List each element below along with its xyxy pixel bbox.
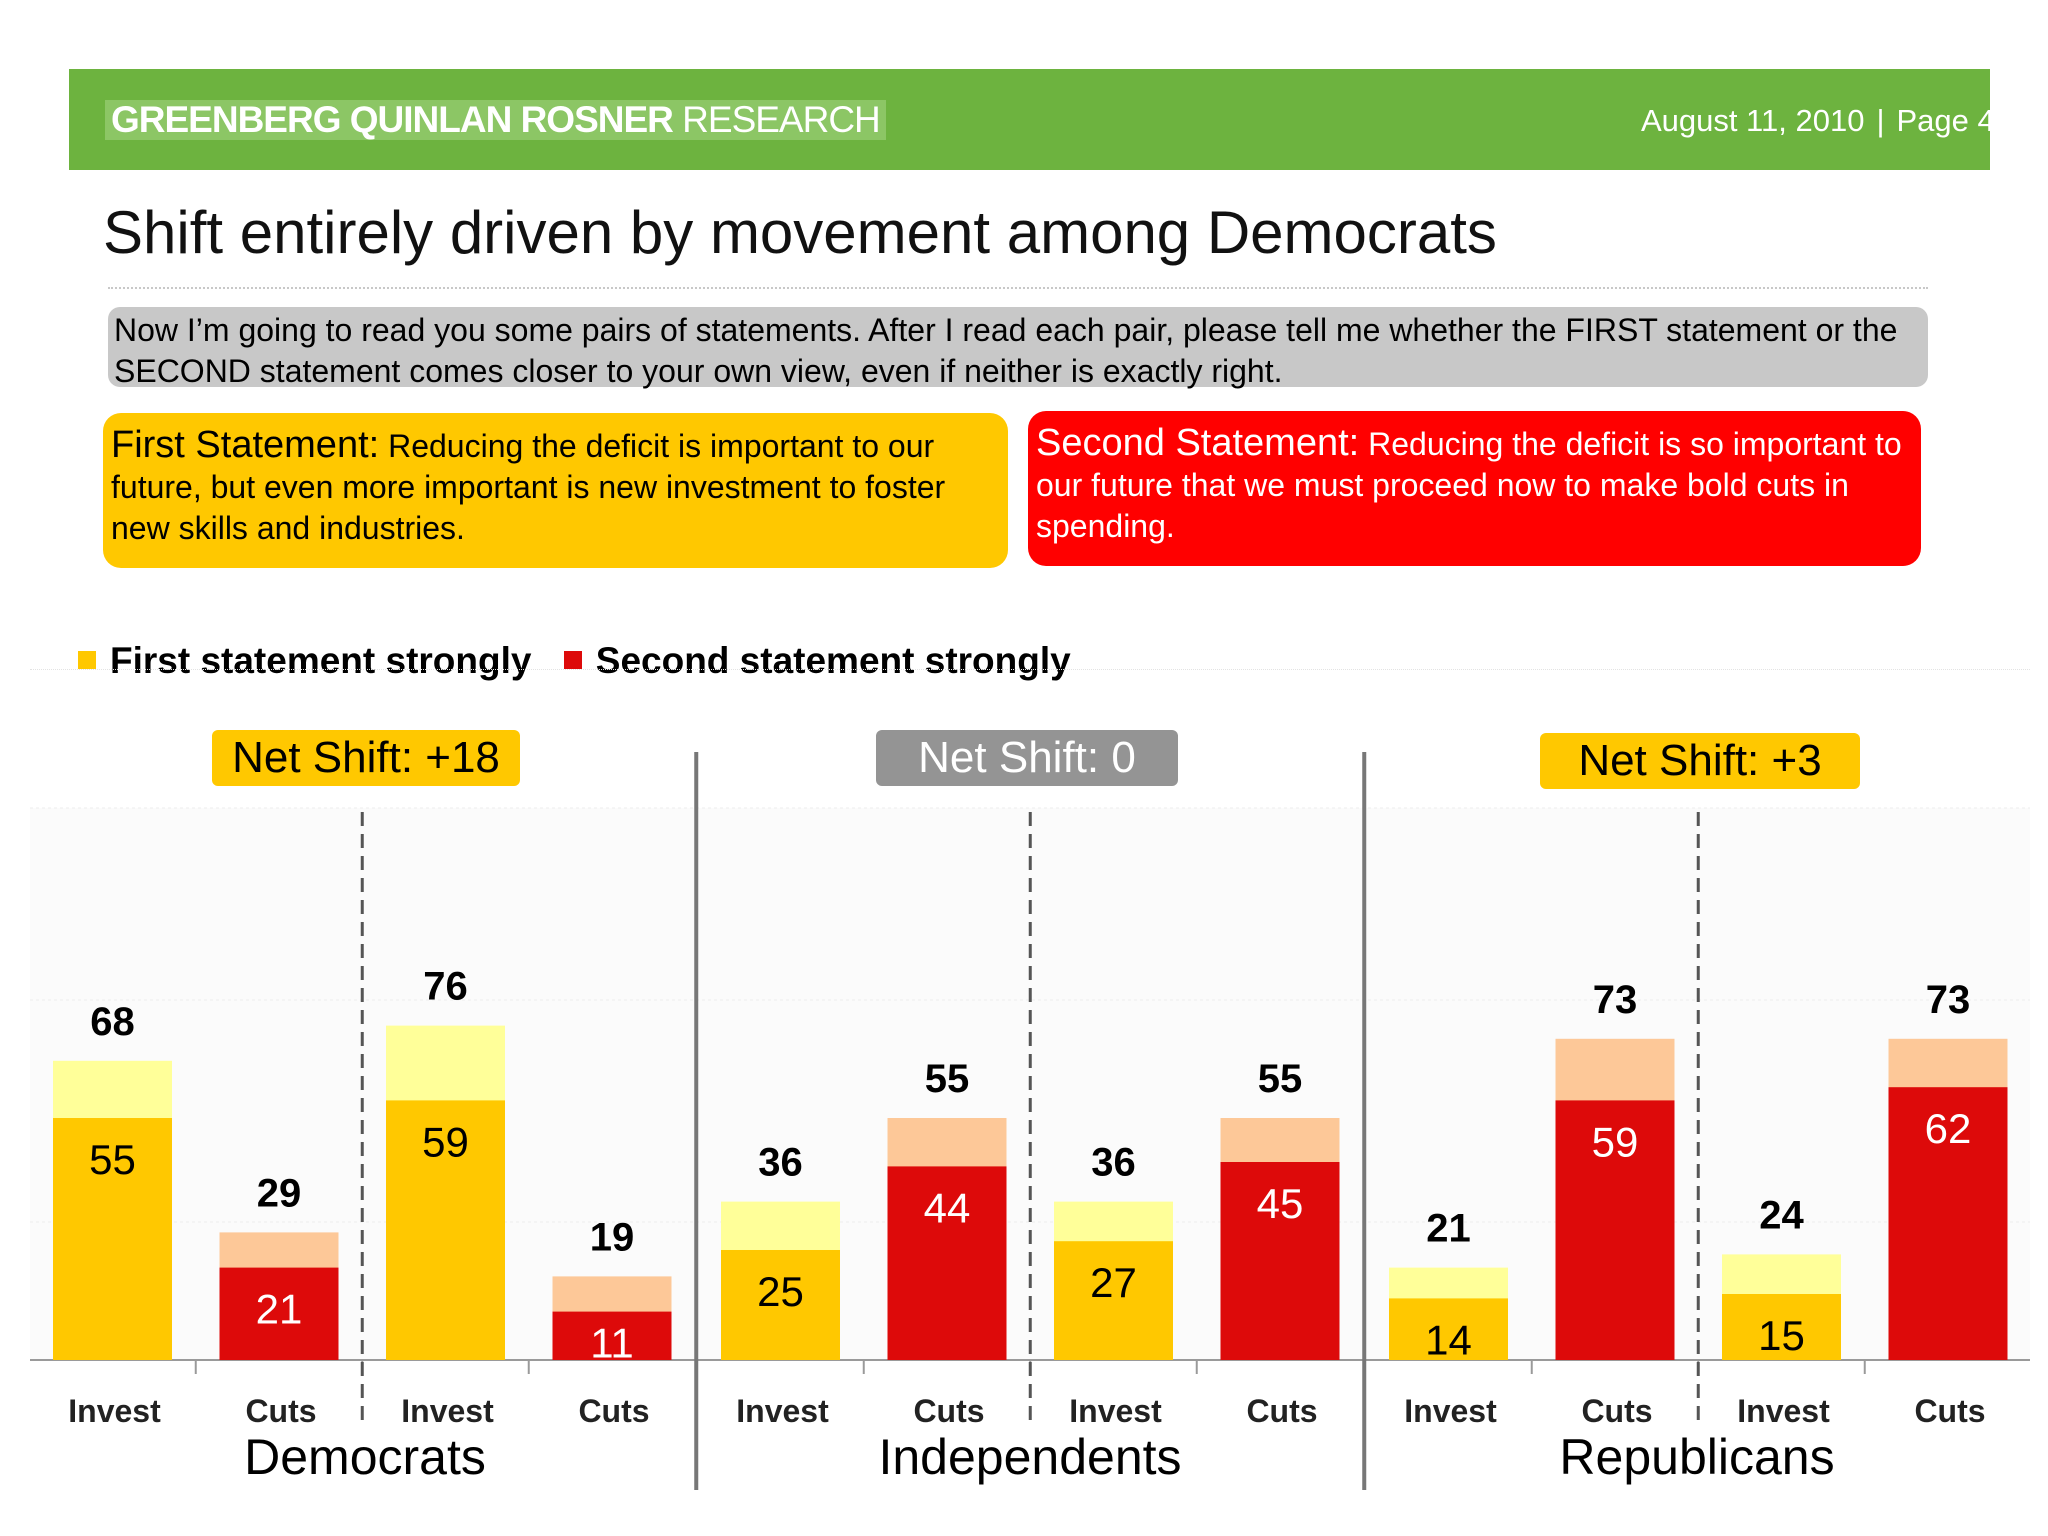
category-tick-label: Cuts: [1246, 1393, 1317, 1429]
legend-item-second: Second statement strongly: [563, 640, 1071, 681]
category-tick-label: Invest: [1069, 1393, 1162, 1429]
company-logo: GREENBERG QUINLAN ROSNER RESEARCH: [105, 100, 886, 140]
header-bar: GREENBERG QUINLAN ROSNER RESEARCH August…: [69, 69, 1990, 170]
total-value-label: 55: [1258, 1057, 1303, 1101]
question-instruction: Now I’m going to read you some pairs of …: [108, 307, 1928, 389]
header-page-number: Page 48: [1896, 103, 1991, 138]
category-tick-label: Cuts: [913, 1393, 984, 1429]
header-date: August 11, 2010: [1640, 103, 1865, 138]
second-statement-text: Reducing the deficit is so important to …: [1036, 426, 1902, 544]
strong-value-label: 59: [1592, 1118, 1639, 1165]
group-label-independents: Independents: [878, 1429, 1182, 1485]
net-shift-republicans: Net Shift: +3: [1540, 733, 1860, 789]
bar-strong-independents-1: [721, 1250, 840, 1360]
strong-value-label: 44: [924, 1184, 971, 1231]
header-separator: |: [1876, 103, 1885, 138]
legend-label-first: First statement strongly: [110, 640, 532, 681]
total-value-label: 68: [90, 1000, 135, 1044]
strong-value-label: 14: [1425, 1316, 1472, 1363]
total-value-label: 21: [1426, 1207, 1471, 1251]
category-tick-label: Invest: [1737, 1393, 1830, 1429]
category-tick-label: Cuts: [1914, 1393, 1985, 1429]
legend-swatch-second: [563, 651, 582, 670]
strong-value-label: 59: [422, 1118, 469, 1165]
total-value-label: 76: [423, 965, 468, 1009]
strong-value-label: 62: [1925, 1105, 1972, 1152]
bar-strong-republicans-3: [1722, 1294, 1841, 1360]
category-tick-label: Cuts: [1581, 1393, 1652, 1429]
legend-swatch-first: [78, 651, 96, 670]
bar-strong-republicans-4: [1888, 1087, 2008, 1360]
group-label-democrats: Democrats: [244, 1429, 486, 1485]
bar-strong-independents-3: [1054, 1241, 1173, 1360]
first-statement-text: Reducing the deficit is important to our…: [111, 428, 946, 546]
strong-value-label: 21: [256, 1286, 303, 1333]
total-value-label: 29: [257, 1171, 302, 1215]
bar-strong-independents-4: [1220, 1162, 1340, 1360]
net-shift-independents: Net Shift: 0: [876, 730, 1178, 786]
logo-light-text: RESEARCH: [682, 99, 881, 140]
bar-strong-republicans-1: [1389, 1298, 1508, 1360]
category-tick-label: Invest: [401, 1393, 494, 1429]
bar-strong-independents-2: [887, 1166, 1007, 1360]
strong-value-label: 27: [1090, 1259, 1137, 1306]
total-value-label: 73: [1926, 978, 1971, 1022]
category-tick-label: Invest: [1404, 1393, 1497, 1429]
logo-bold-text: GREENBERG QUINLAN ROSNER: [111, 99, 674, 140]
strong-value-label: 45: [1257, 1180, 1304, 1227]
strong-value-label: 25: [757, 1268, 804, 1315]
strong-value-label: 11: [590, 1320, 634, 1367]
category-tick-label: Invest: [736, 1393, 829, 1429]
title-divider: [108, 287, 1928, 289]
bar-strong-democrats-4: [552, 1311, 672, 1360]
bar-strong-democrats-1: [53, 1118, 172, 1360]
strong-value-label: 15: [1758, 1312, 1805, 1359]
legend-divider: [30, 669, 2030, 670]
category-tick-label: Cuts: [578, 1393, 649, 1429]
first-statement-lead: First Statement:: [111, 424, 380, 466]
legend-label-second: Second statement strongly: [595, 640, 1071, 681]
second-statement-lead: Second Statement:: [1036, 422, 1360, 464]
net-shift-democrats: Net Shift: +18: [212, 730, 520, 786]
total-value-label: 19: [590, 1215, 635, 1259]
total-value-label: 36: [758, 1141, 803, 1185]
second-statement-box: Second Statement: Reducing the deficit i…: [1028, 411, 1921, 566]
category-tick-label: Cuts: [245, 1393, 316, 1429]
bar-strong-republicans-2: [1555, 1100, 1675, 1360]
strong-value-label: 55: [89, 1136, 136, 1183]
legend-item-first: First statement strongly: [78, 640, 531, 681]
bar-strong-democrats-2: [219, 1267, 339, 1360]
category-tick-label: Invest: [68, 1393, 161, 1429]
page-title: Shift entirely driven by movement among …: [103, 199, 1497, 266]
total-value-label: 55: [925, 1057, 970, 1101]
chart-legend: First statement strongly Second statemen…: [78, 640, 1093, 682]
group-label-republicans: Republicans: [1559, 1429, 1835, 1485]
total-value-label: 24: [1759, 1193, 1804, 1237]
first-statement-box: First Statement: Reducing the deficit is…: [103, 413, 1008, 568]
header-meta: August 11, 2010 | Page 48: [1641, 103, 1990, 139]
total-value-label: 36: [1091, 1141, 1136, 1185]
bar-strong-democrats-3: [386, 1100, 505, 1360]
total-value-label: 73: [1593, 978, 1638, 1022]
